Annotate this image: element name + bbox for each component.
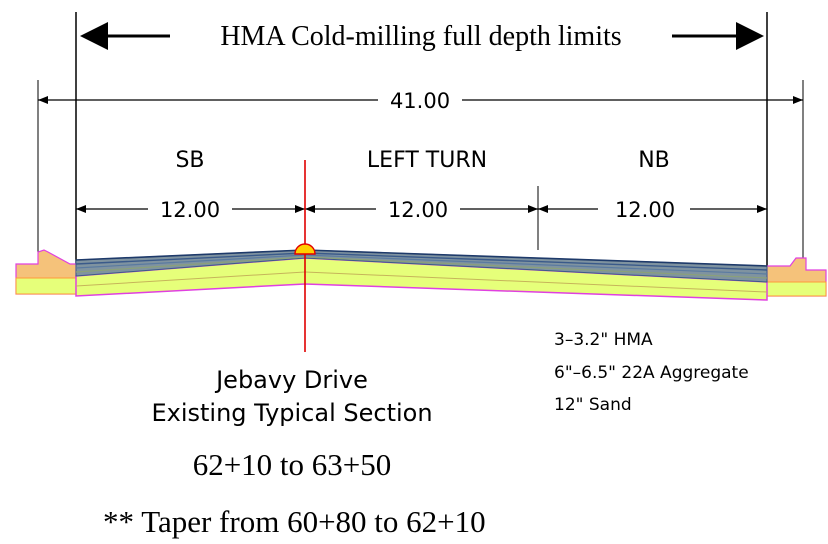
lane-width-dimensions: 12.00 12.00 12.00 bbox=[76, 186, 767, 250]
crown-point-symbol bbox=[294, 243, 316, 255]
layer-note-sand: 12" Sand bbox=[554, 395, 632, 415]
layer-note-hma: 3–3.2" HMA bbox=[554, 330, 653, 350]
aggregate-sand-divider bbox=[75, 271, 306, 287]
section-subtitle: Existing Typical Section bbox=[151, 399, 432, 427]
milling-limits-dimension: HMA Cold-milling full depth limits bbox=[75, 12, 768, 272]
hma-top-surface bbox=[75, 249, 306, 261]
aggregate-sand-divider-right bbox=[304, 271, 768, 293]
milling-arrow-right-head bbox=[736, 22, 764, 50]
overall-width-dimension: 41.00 bbox=[37, 80, 804, 258]
hma-course-line-2 bbox=[75, 254, 306, 269]
lane-label-sb: SB bbox=[175, 148, 204, 173]
road-name: Jebavy Drive bbox=[214, 366, 368, 394]
section-title-block: Jebavy Drive Existing Typical Section 62… bbox=[103, 366, 486, 539]
lane1-width-value: 12.00 bbox=[160, 198, 220, 222]
milling-arrow-left-head bbox=[80, 22, 108, 50]
overall-width-value: 41.00 bbox=[390, 89, 450, 113]
lane2-width-value: 12.00 bbox=[388, 198, 448, 222]
hma-course-line-3 bbox=[75, 256, 306, 273]
hma-course-line-2b bbox=[304, 254, 768, 275]
lane-label-left-turn: LEFT TURN bbox=[367, 148, 487, 173]
hma-course-line-1 bbox=[75, 252, 306, 265]
left-curb bbox=[15, 249, 77, 295]
layer-note-aggregate: 6"–6.5" 22A Aggregate bbox=[554, 363, 749, 383]
hma-top-surface-right bbox=[304, 249, 768, 267]
milling-limits-label: HMA Cold-milling full depth limits bbox=[220, 21, 621, 52]
layer-notes: 3–3.2" HMA 6"–6.5" 22A Aggregate 12" San… bbox=[554, 330, 749, 415]
hma-course-line-1b bbox=[304, 252, 768, 271]
taper-note: ** Taper from 60+80 to 62+10 bbox=[103, 504, 486, 539]
lane-label-nb: NB bbox=[638, 148, 670, 173]
hma-course-line-3b bbox=[304, 256, 768, 279]
station-range: 62+10 to 63+50 bbox=[193, 447, 392, 482]
right-curb bbox=[766, 257, 827, 297]
lane3-width-value: 12.00 bbox=[615, 198, 675, 222]
